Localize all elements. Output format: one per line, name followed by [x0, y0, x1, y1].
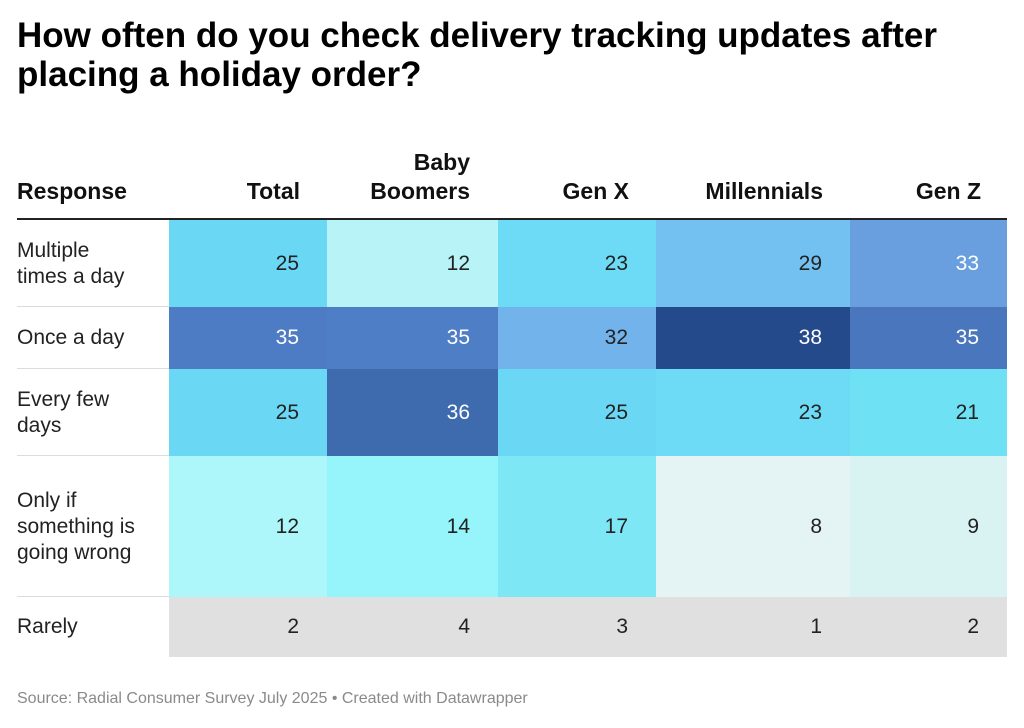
cell-gen-x: 17 — [498, 456, 656, 597]
row-label: Only if something is going wrong — [17, 488, 135, 564]
cell-millennials: 8 — [656, 456, 850, 597]
header-rule — [17, 218, 1007, 220]
row-separator — [17, 455, 169, 456]
header-gen-x: Gen X — [562, 178, 629, 204]
row-label: Every few days — [17, 387, 110, 437]
cell-millennials: 1 — [656, 597, 850, 657]
cell-gen-z: 33 — [850, 220, 1007, 307]
cell-total: 25 — [169, 369, 327, 456]
header-response: Response — [17, 178, 127, 204]
header-baby-boomers: Baby Boomers — [370, 149, 470, 204]
cell-gen-z: 2 — [850, 597, 1007, 657]
cell-millennials: 23 — [656, 369, 850, 456]
cell-gen-z: 9 — [850, 456, 1007, 597]
row-separator — [17, 306, 169, 307]
cell-gen-z: 35 — [850, 307, 1007, 369]
header-total: Total — [246, 178, 300, 204]
row-label: Once a day — [17, 326, 125, 349]
row-separator — [17, 368, 169, 369]
cell-gen-x: 3 — [498, 597, 656, 657]
cell-millennials: 29 — [656, 220, 850, 307]
cell-total: 12 — [169, 456, 327, 597]
source-note: Source: Radial Consumer Survey July 2025… — [17, 690, 528, 707]
chart-title: How often do you check delivery tracking… — [17, 16, 937, 94]
cell-gen-x: 32 — [498, 307, 656, 369]
header-millennials: Millennials — [705, 178, 823, 204]
cell-gen-x: 25 — [498, 369, 656, 456]
cell-gen-z: 21 — [850, 369, 1007, 456]
cell-gen-x: 23 — [498, 220, 656, 307]
cell-total: 25 — [169, 220, 327, 307]
cell-baby-boomers: 14 — [327, 456, 498, 597]
row-label: Multiple times a day — [17, 238, 125, 288]
cell-baby-boomers: 36 — [327, 369, 498, 456]
cell-total: 2 — [169, 597, 327, 657]
cell-total: 35 — [169, 307, 327, 369]
row-label: Rarely — [17, 615, 78, 638]
cell-baby-boomers: 35 — [327, 307, 498, 369]
row-separator — [17, 596, 169, 597]
cell-baby-boomers: 12 — [327, 220, 498, 307]
cell-millennials: 38 — [656, 307, 850, 369]
cell-baby-boomers: 4 — [327, 597, 498, 657]
header-gen-z: Gen Z — [915, 178, 981, 204]
